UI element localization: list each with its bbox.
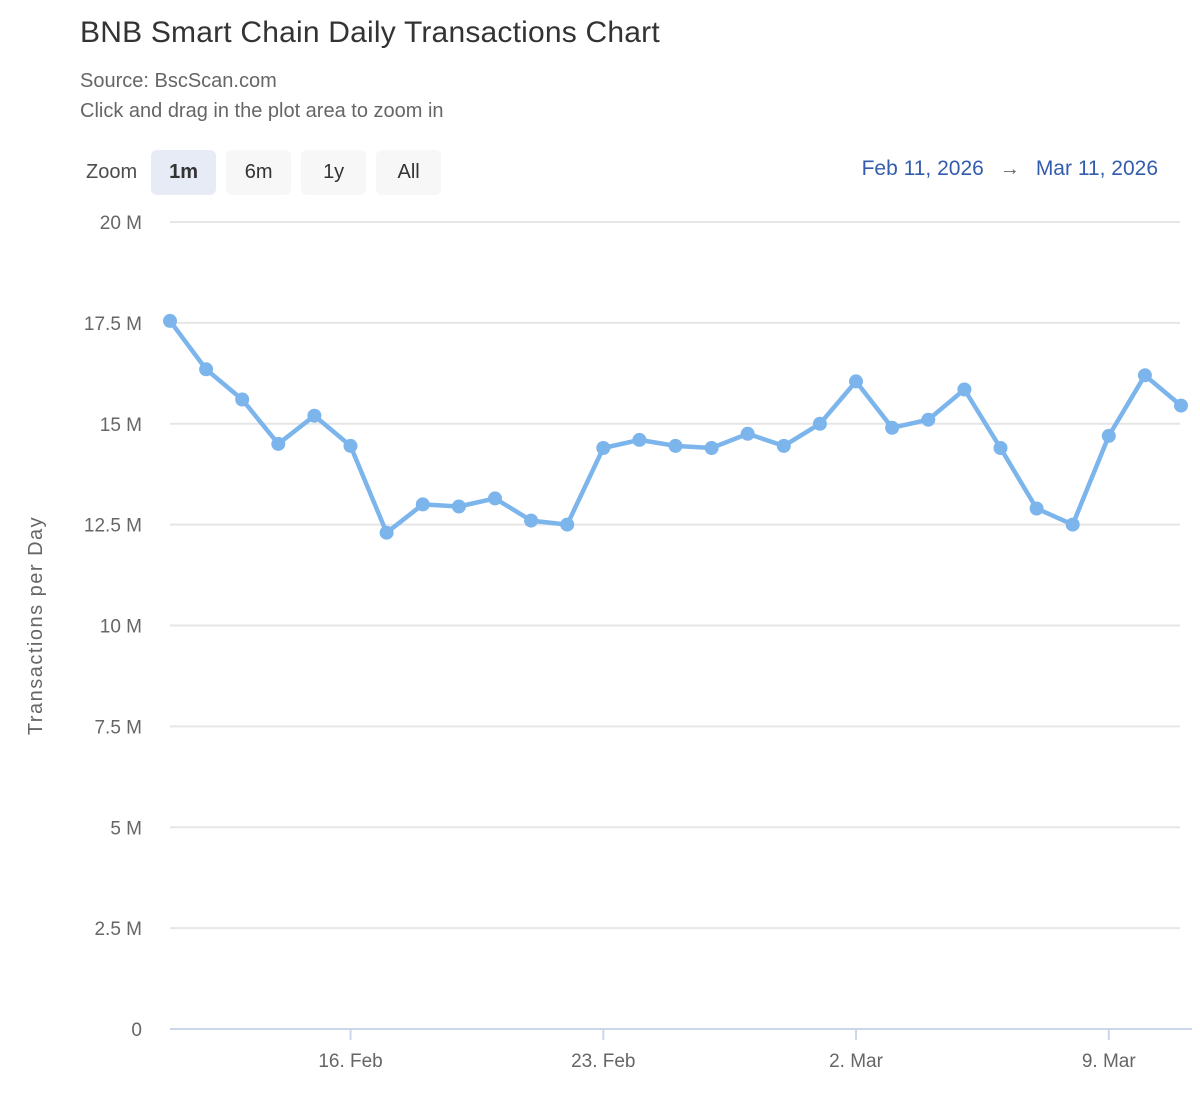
- zoom-label: Zoom: [86, 161, 138, 183]
- y-axis-title: Transactions per Day: [25, 516, 47, 735]
- data-point-marker[interactable]: [1029, 501, 1044, 516]
- data-point-marker[interactable]: [560, 517, 575, 532]
- y-axis-tick-label: 2.5 M: [94, 919, 142, 940]
- data-point-marker[interactable]: [235, 392, 250, 407]
- y-axis-tick-label: 12.5 M: [84, 516, 142, 537]
- data-point-marker[interactable]: [704, 441, 719, 455]
- chart-title: BNB Smart Chain Daily Transactions Chart: [80, 16, 660, 49]
- data-point-marker[interactable]: [163, 313, 177, 328]
- y-axis-tick-label: 10 M: [100, 617, 142, 638]
- zoom-button-1m[interactable]: 1m: [151, 150, 217, 195]
- chart-zoom-hint: Click and drag in the plot area to zoom …: [80, 100, 444, 122]
- chart-source: Source: BscScan.com: [80, 70, 277, 92]
- arrow-right-icon: →: [999, 157, 1020, 180]
- x-axis-tick-label: 16. Feb: [318, 1051, 382, 1072]
- y-axis-tick-label: 5 M: [110, 818, 142, 839]
- date-range: Feb 11, 2026 → Mar 11, 2026: [862, 157, 1158, 181]
- data-point-marker[interactable]: [921, 412, 936, 427]
- y-axis-tick-label: 15 M: [100, 415, 142, 436]
- data-point-marker[interactable]: [271, 436, 286, 451]
- range-selector: Zoom 1m 6m 1y All: [86, 150, 442, 195]
- data-point-marker[interactable]: [668, 438, 683, 453]
- data-point-marker[interactable]: [343, 438, 358, 453]
- y-axis-tick-label: 0: [131, 1020, 142, 1041]
- data-point-marker[interactable]: [307, 408, 322, 423]
- x-axis-tick-label: 23. Feb: [571, 1051, 635, 1072]
- zoom-button-1y[interactable]: 1y: [301, 150, 367, 195]
- data-point-marker[interactable]: [524, 513, 539, 528]
- data-point-marker[interactable]: [849, 374, 863, 389]
- zoom-button-6m[interactable]: 6m: [226, 150, 292, 195]
- data-point-marker[interactable]: [885, 420, 900, 435]
- range-from-input[interactable]: Feb 11, 2026: [861, 157, 984, 180]
- data-point-marker[interactable]: [488, 491, 502, 506]
- data-point-marker[interactable]: [1101, 428, 1116, 443]
- data-point-marker[interactable]: [632, 432, 647, 447]
- data-point-marker[interactable]: [415, 497, 430, 512]
- data-point-marker[interactable]: [993, 441, 1008, 455]
- data-point-marker[interactable]: [740, 426, 755, 441]
- data-point-marker[interactable]: [1065, 517, 1080, 532]
- data-point-marker[interactable]: [1174, 398, 1188, 413]
- y-axis-tick-label: 17.5 M: [84, 314, 142, 335]
- data-point-marker[interactable]: [1137, 368, 1152, 383]
- data-point-marker[interactable]: [812, 416, 827, 431]
- range-to-input[interactable]: Mar 11, 2026: [1035, 157, 1158, 180]
- x-axis-tick-label: 2. Mar: [829, 1051, 884, 1072]
- data-point-marker[interactable]: [451, 499, 466, 514]
- data-point-marker[interactable]: [957, 382, 972, 397]
- x-axis-tick-label: 9. Mar: [1082, 1051, 1137, 1072]
- data-point-marker[interactable]: [596, 441, 611, 455]
- data-point-marker[interactable]: [776, 438, 791, 453]
- data-point-marker[interactable]: [199, 362, 214, 377]
- plot-area[interactable]: [170, 222, 1181, 1029]
- data-point-marker[interactable]: [379, 525, 394, 540]
- zoom-button-all[interactable]: All: [376, 150, 442, 195]
- y-axis-tick-label: 20 M: [100, 213, 142, 234]
- y-axis-tick-label: 7.5 M: [94, 717, 142, 738]
